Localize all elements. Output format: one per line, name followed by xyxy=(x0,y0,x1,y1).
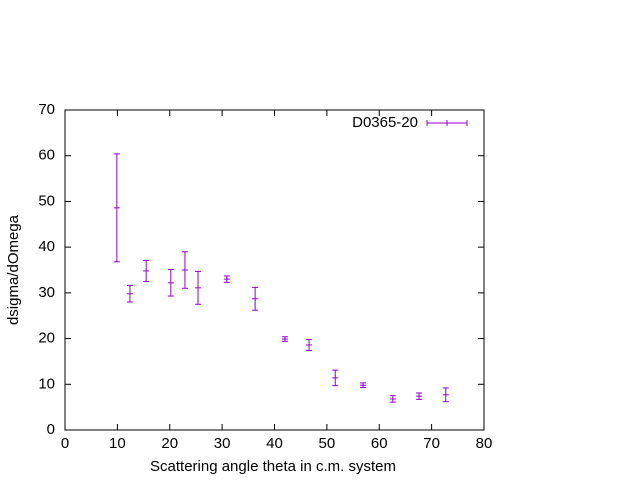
y-tick-label: 10 xyxy=(38,375,55,392)
legend-swatch xyxy=(426,120,468,126)
plot-border xyxy=(64,109,485,431)
x-tick-label: 30 xyxy=(214,435,231,452)
error-bar xyxy=(281,336,288,342)
x-tick-label: 60 xyxy=(371,435,388,452)
error-bar xyxy=(360,382,367,388)
error-bar xyxy=(195,270,202,305)
error-bar xyxy=(332,369,339,387)
error-bar xyxy=(389,395,396,403)
x-axis-label: Scattering angle theta in c.m. system xyxy=(150,458,396,475)
y-tick-label: 20 xyxy=(38,330,55,347)
error-bar xyxy=(252,286,259,311)
error-bar xyxy=(181,251,188,289)
error-bar xyxy=(126,285,133,303)
y-tick-label: 50 xyxy=(38,192,55,209)
y-tick-label: 60 xyxy=(38,147,55,164)
error-bar xyxy=(442,387,449,403)
error-bar xyxy=(416,392,423,400)
x-tick-label: 10 xyxy=(109,435,126,452)
y-axis-label: dsigma/dOmega xyxy=(5,214,22,325)
error-bar xyxy=(167,269,174,297)
x-tick-label: 80 xyxy=(476,435,493,452)
error-bar xyxy=(113,153,120,263)
x-tick-label: 20 xyxy=(161,435,178,452)
error-bar xyxy=(223,275,230,283)
x-tick-label: 50 xyxy=(319,435,336,452)
y-tick-label: 30 xyxy=(38,284,55,301)
x-tick-label: 40 xyxy=(266,435,283,452)
y-tick-label: 70 xyxy=(38,101,55,118)
x-tick-label: 70 xyxy=(423,435,440,452)
y-tick-label: 40 xyxy=(38,238,55,255)
error-bar xyxy=(306,338,313,351)
y-tick-label: 0 xyxy=(47,421,55,438)
legend-label: D0365-20 xyxy=(352,114,418,131)
x-tick-label: 0 xyxy=(61,435,69,452)
error-bar xyxy=(143,259,150,282)
